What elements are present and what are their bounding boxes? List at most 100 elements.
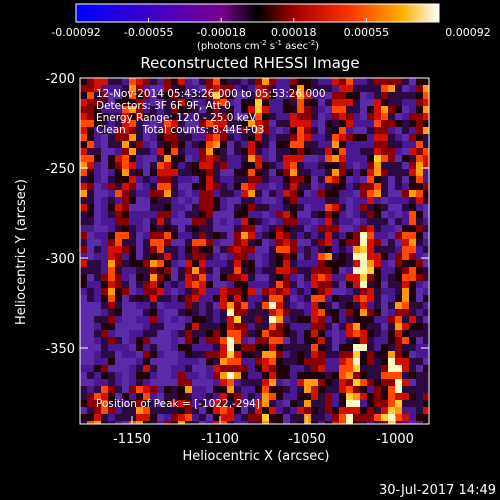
heatmap-cell bbox=[262, 414, 269, 421]
heatmap-cell bbox=[94, 414, 101, 421]
heatmap-cell bbox=[199, 106, 206, 113]
heatmap-cell bbox=[164, 78, 171, 85]
heatmap-cell bbox=[367, 330, 374, 337]
heatmap-cell bbox=[227, 120, 234, 127]
heatmap-cell bbox=[346, 190, 353, 197]
heatmap-cell bbox=[136, 190, 143, 197]
heatmap-cell bbox=[199, 393, 206, 400]
heatmap-cell bbox=[227, 351, 234, 358]
heatmap-cell bbox=[213, 253, 220, 260]
heatmap-cell bbox=[192, 421, 199, 424]
heatmap-cell bbox=[143, 253, 150, 260]
heatmap-cell bbox=[122, 78, 129, 85]
heatmap-cell bbox=[171, 141, 178, 148]
heatmap-cell bbox=[115, 386, 122, 393]
heatmap-cell bbox=[276, 99, 283, 106]
y-axis-ticks bbox=[80, 77, 429, 349]
heatmap-cell bbox=[318, 414, 325, 421]
heatmap-cell bbox=[374, 78, 381, 85]
heatmap-cell bbox=[213, 99, 220, 106]
heatmap-cell bbox=[164, 274, 171, 281]
heatmap-cell bbox=[269, 162, 276, 169]
heatmap-cell bbox=[311, 85, 318, 92]
heatmap-cell bbox=[178, 344, 185, 351]
heatmap-cell bbox=[283, 232, 290, 239]
heatmap-cell bbox=[178, 127, 185, 134]
heatmap-cell bbox=[360, 246, 367, 253]
heatmap-cell bbox=[283, 85, 290, 92]
heatmap-cell bbox=[325, 190, 332, 197]
heatmap-cell bbox=[416, 239, 423, 246]
heatmap-cell bbox=[353, 197, 360, 204]
heatmap-cell bbox=[185, 337, 192, 344]
heatmap-cell bbox=[395, 358, 402, 365]
heatmap-cell bbox=[311, 414, 318, 421]
heatmap-cell bbox=[388, 183, 395, 190]
heatmap-cell bbox=[150, 232, 157, 239]
heatmap-cell bbox=[395, 127, 402, 134]
heatmap-cell bbox=[290, 176, 297, 183]
heatmap-cell bbox=[199, 197, 206, 204]
heatmap-cell bbox=[227, 232, 234, 239]
heatmap-cell bbox=[381, 169, 388, 176]
y-tick-label: -250 bbox=[45, 162, 75, 177]
heatmap-cell bbox=[143, 358, 150, 365]
heatmap-cell bbox=[255, 169, 262, 176]
heatmap-cell bbox=[227, 302, 234, 309]
heatmap-cell bbox=[374, 134, 381, 141]
heatmap-cell bbox=[269, 386, 276, 393]
heatmap-cell bbox=[353, 295, 360, 302]
heatmap-cell bbox=[206, 211, 213, 218]
heatmap-cell bbox=[164, 337, 171, 344]
heatmap-cell bbox=[416, 155, 423, 162]
heatmap-cell bbox=[423, 134, 429, 141]
heatmap-cell bbox=[206, 400, 213, 407]
heatmap-cell bbox=[227, 162, 234, 169]
heatmap-cell bbox=[108, 386, 115, 393]
heatmap-cell bbox=[311, 281, 318, 288]
heatmap-cell bbox=[87, 323, 94, 330]
heatmap-cell bbox=[353, 288, 360, 295]
heatmap-cell bbox=[227, 183, 234, 190]
heatmap-cell bbox=[115, 78, 122, 85]
heatmap-cell bbox=[297, 120, 304, 127]
heatmap-cell bbox=[241, 407, 248, 414]
heatmap-cell bbox=[150, 106, 157, 113]
heatmap-cell bbox=[297, 183, 304, 190]
heatmap-cell bbox=[353, 99, 360, 106]
heatmap-cell bbox=[381, 92, 388, 99]
heatmap-cell bbox=[234, 155, 241, 162]
heatmap-cell bbox=[199, 421, 206, 424]
heatmap-cell bbox=[276, 176, 283, 183]
heatmap-cell bbox=[136, 274, 143, 281]
heatmap-cell bbox=[276, 204, 283, 211]
heatmap-cell bbox=[325, 372, 332, 379]
heatmap-cell bbox=[136, 337, 143, 344]
heatmap-cell bbox=[220, 127, 227, 134]
heatmap-cell bbox=[402, 323, 409, 330]
heatmap-cell bbox=[311, 253, 318, 260]
heatmap-cell bbox=[332, 134, 339, 141]
heatmap-cell bbox=[206, 260, 213, 267]
heatmap-cell bbox=[115, 330, 122, 337]
heatmap-cell bbox=[409, 106, 416, 113]
heatmap-cell bbox=[122, 197, 129, 204]
heatmap-cell bbox=[80, 407, 87, 414]
heatmap-cell bbox=[402, 232, 409, 239]
heatmap-cell bbox=[150, 162, 157, 169]
heatmap-cell bbox=[143, 190, 150, 197]
heatmap-cell bbox=[220, 323, 227, 330]
heatmap-cell bbox=[423, 386, 429, 393]
heatmap-cell bbox=[360, 344, 367, 351]
heatmap-cell bbox=[115, 407, 122, 414]
heatmap-cell bbox=[213, 309, 220, 316]
x-tick-label: -1100 bbox=[201, 432, 239, 447]
heatmap-cell bbox=[213, 400, 220, 407]
heatmap-cell bbox=[192, 337, 199, 344]
heatmap-cell bbox=[164, 323, 171, 330]
heatmap-cell bbox=[409, 148, 416, 155]
heatmap-cell bbox=[136, 155, 143, 162]
heatmap-cell bbox=[143, 162, 150, 169]
heatmap-cell bbox=[423, 169, 429, 176]
heatmap-cell bbox=[409, 239, 416, 246]
